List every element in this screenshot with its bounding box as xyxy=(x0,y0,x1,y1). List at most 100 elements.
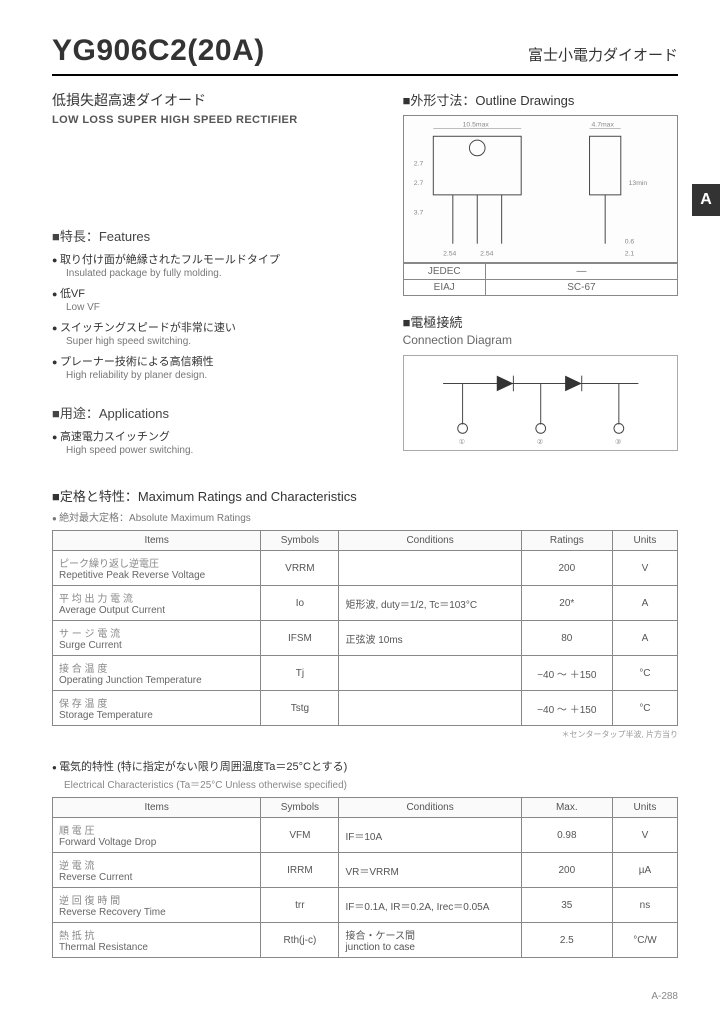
dim-leadw: 0.6 xyxy=(624,239,634,246)
cell-value: −40 ～ ＋150 xyxy=(521,691,612,726)
table-header-row: Items Symbols Conditions Ratings Units xyxy=(53,531,678,551)
th-items: Items xyxy=(53,531,261,551)
cell-symbol: trr xyxy=(261,888,339,923)
bullet-en: Insulated package by fully molding. xyxy=(66,268,378,279)
cell-condition: IF＝10A xyxy=(339,818,521,853)
cell-item: 順 電 圧Forward Voltage Drop xyxy=(53,818,261,853)
cell-symbol: VRRM xyxy=(261,551,339,586)
applications-title: ■用途：Applications xyxy=(52,403,378,422)
th-ratings: Ratings xyxy=(521,531,612,551)
cell-condition: 正弦波 10ms xyxy=(339,621,521,656)
cell-unit: V xyxy=(612,551,677,586)
features-title: ■特長：Features xyxy=(52,226,378,245)
side-tab: A xyxy=(692,184,720,216)
list-item: プレーナー技術による高信頼性High reliability by planer… xyxy=(52,353,378,381)
th-max: Max. xyxy=(521,798,612,818)
bullet-jp: プレーナー技術による高信頼性 xyxy=(52,353,378,369)
table-row: 逆 回 復 時 間Reverse Recovery TimetrrIF＝0.1A… xyxy=(53,888,678,923)
subtitle-jp: 低損失超高速ダイオード xyxy=(52,90,378,110)
max-footnote: ＊センタータップ半波, 片方当り xyxy=(52,729,678,740)
divider-main xyxy=(52,74,678,76)
pkg-std: EIAJ xyxy=(403,280,485,296)
bullet-jp: 高速電力スイッチング xyxy=(52,428,378,444)
cell-value: 200 xyxy=(521,551,612,586)
th-symbols: Symbols xyxy=(261,798,339,818)
bullet-en: High reliability by planer design. xyxy=(66,370,378,381)
abs-max-sub: 絶対最大定格：Absolute Maximum Ratings xyxy=(52,509,678,524)
table-row: サ ー ジ 電 流Surge CurrentIFSM正弦波 10ms80A xyxy=(53,621,678,656)
part-number: YG906C2(20A) xyxy=(52,34,265,68)
bullet-jp: 取り付け面が絶縁されたフルモールドタイプ xyxy=(52,251,378,267)
table-row: ピーク繰り返し逆電圧Repetitive Peak Reverse Voltag… xyxy=(53,551,678,586)
cell-item: 熱 抵 抗Thermal Resistance xyxy=(53,923,261,958)
cell-value: −40 ～ ＋150 xyxy=(521,656,612,691)
cell-item: ピーク繰り返し逆電圧Repetitive Peak Reverse Voltag… xyxy=(53,551,261,586)
list-item: 高速電力スイッチングHigh speed power switching. xyxy=(52,428,378,456)
th-symbols: Symbols xyxy=(261,531,339,551)
cell-value: 0.98 xyxy=(521,818,612,853)
th-conditions: Conditions xyxy=(339,798,521,818)
max-ratings-table: Items Symbols Conditions Ratings Units ピ… xyxy=(52,530,678,726)
cell-condition xyxy=(339,551,521,586)
cell-unit: µA xyxy=(612,853,677,888)
header: YG906C2(20A) 富士小電力ダイオード xyxy=(52,34,678,68)
table-row: 接 合 温 度Operating Junction TemperatureTj −… xyxy=(53,656,678,691)
th-items: Items xyxy=(53,798,261,818)
pkg-code: — xyxy=(485,264,677,280)
dim-lead: 3.7 xyxy=(413,209,423,216)
cell-unit: A xyxy=(612,586,677,621)
list-item: 取り付け面が絶縁されたフルモールドタイプInsulated package by… xyxy=(52,251,378,279)
cell-condition: 接合・ケース間 junction to case xyxy=(339,923,521,958)
cell-symbol: Tstg xyxy=(261,691,339,726)
top-columns: 低損失超高速ダイオード LOW LOSS SUPER HIGH SPEED RE… xyxy=(52,90,678,462)
cell-unit: V xyxy=(612,818,677,853)
cell-condition: IF＝0.1A, IR＝0.2A, Irec＝0.05A xyxy=(339,888,521,923)
cell-symbol: Rth(j-c) xyxy=(261,923,339,958)
cell-symbol: IFSM xyxy=(261,621,339,656)
cell-symbol: Tj xyxy=(261,656,339,691)
dim-wmax: 10.5max xyxy=(462,122,489,129)
pin-3: ③ xyxy=(615,438,621,446)
cell-item: 逆 回 復 時 間Reverse Recovery Time xyxy=(53,888,261,923)
cell-symbol: VFM xyxy=(261,818,339,853)
cell-value: 80 xyxy=(521,621,612,656)
applications-list: 高速電力スイッチングHigh speed power switching. xyxy=(52,428,378,456)
outline-drawing: 10.5max 4.7max 2.7 2.7 3.7 2.54 2.54 13m… xyxy=(403,115,678,263)
cell-value: 2.5 xyxy=(521,923,612,958)
table-row: 平 均 出 力 電 流Average Output CurrentIo矩形波, … xyxy=(53,586,678,621)
pin-2: ② xyxy=(536,438,542,446)
table-row: EIAJ SC-67 xyxy=(403,280,677,296)
cell-condition xyxy=(339,656,521,691)
cell-value: 200 xyxy=(521,853,612,888)
outline-title: ■外形寸法：Outline Drawings xyxy=(403,90,678,109)
bullet-en: High speed power switching. xyxy=(66,445,378,456)
electrical-table: Items Symbols Conditions Max. Units 順 電 … xyxy=(52,797,678,958)
dim-h2: 2.7 xyxy=(413,180,423,187)
page-number: A-288 xyxy=(651,991,678,1002)
cell-item: 接 合 温 度Operating Junction Temperature xyxy=(53,656,261,691)
cell-condition: VR＝VRRM xyxy=(339,853,521,888)
cell-item: 逆 電 流Reverse Current xyxy=(53,853,261,888)
table-row: JEDEC — xyxy=(403,264,677,280)
right-column: ■外形寸法：Outline Drawings 10.5max 4.7max 2.… xyxy=(403,90,678,462)
connection-title-en: Connection Diagram xyxy=(403,333,678,347)
cell-unit: ns xyxy=(612,888,677,923)
dim-pitch: 2.54 xyxy=(443,250,456,257)
table-row: 保 存 温 度Storage TemperatureTstg−40 ～ ＋150… xyxy=(53,691,678,726)
features-list: 取り付け面が絶縁されたフルモールドタイプInsulated package by… xyxy=(52,251,378,381)
cell-unit: A xyxy=(612,621,677,656)
cell-item: サ ー ジ 電 流Surge Current xyxy=(53,621,261,656)
table-row: 逆 電 流Reverse CurrentIRRMVR＝VRRM200µA xyxy=(53,853,678,888)
cell-unit: °C xyxy=(612,656,677,691)
cell-value: 35 xyxy=(521,888,612,923)
th-units: Units xyxy=(612,531,677,551)
cell-symbol: Io xyxy=(261,586,339,621)
table-header-row: Items Symbols Conditions Max. Units xyxy=(53,798,678,818)
electrical-title-en: Electrical Characteristics (Ta＝25°C Unle… xyxy=(64,776,678,791)
electrical-title-jp: 電気的特性 (特に指定がない限り周囲温度Ta＝25°Cとする) xyxy=(52,758,678,774)
dim-bodyh: 13min xyxy=(628,180,647,187)
cell-condition: 矩形波, duty＝1/2, Tc＝103°C xyxy=(339,586,521,621)
pkg-std: JEDEC xyxy=(403,264,485,280)
bullet-jp: スイッチングスピードが非常に速い xyxy=(52,319,378,335)
connection-title-jp: ■電極接続 xyxy=(403,312,678,331)
